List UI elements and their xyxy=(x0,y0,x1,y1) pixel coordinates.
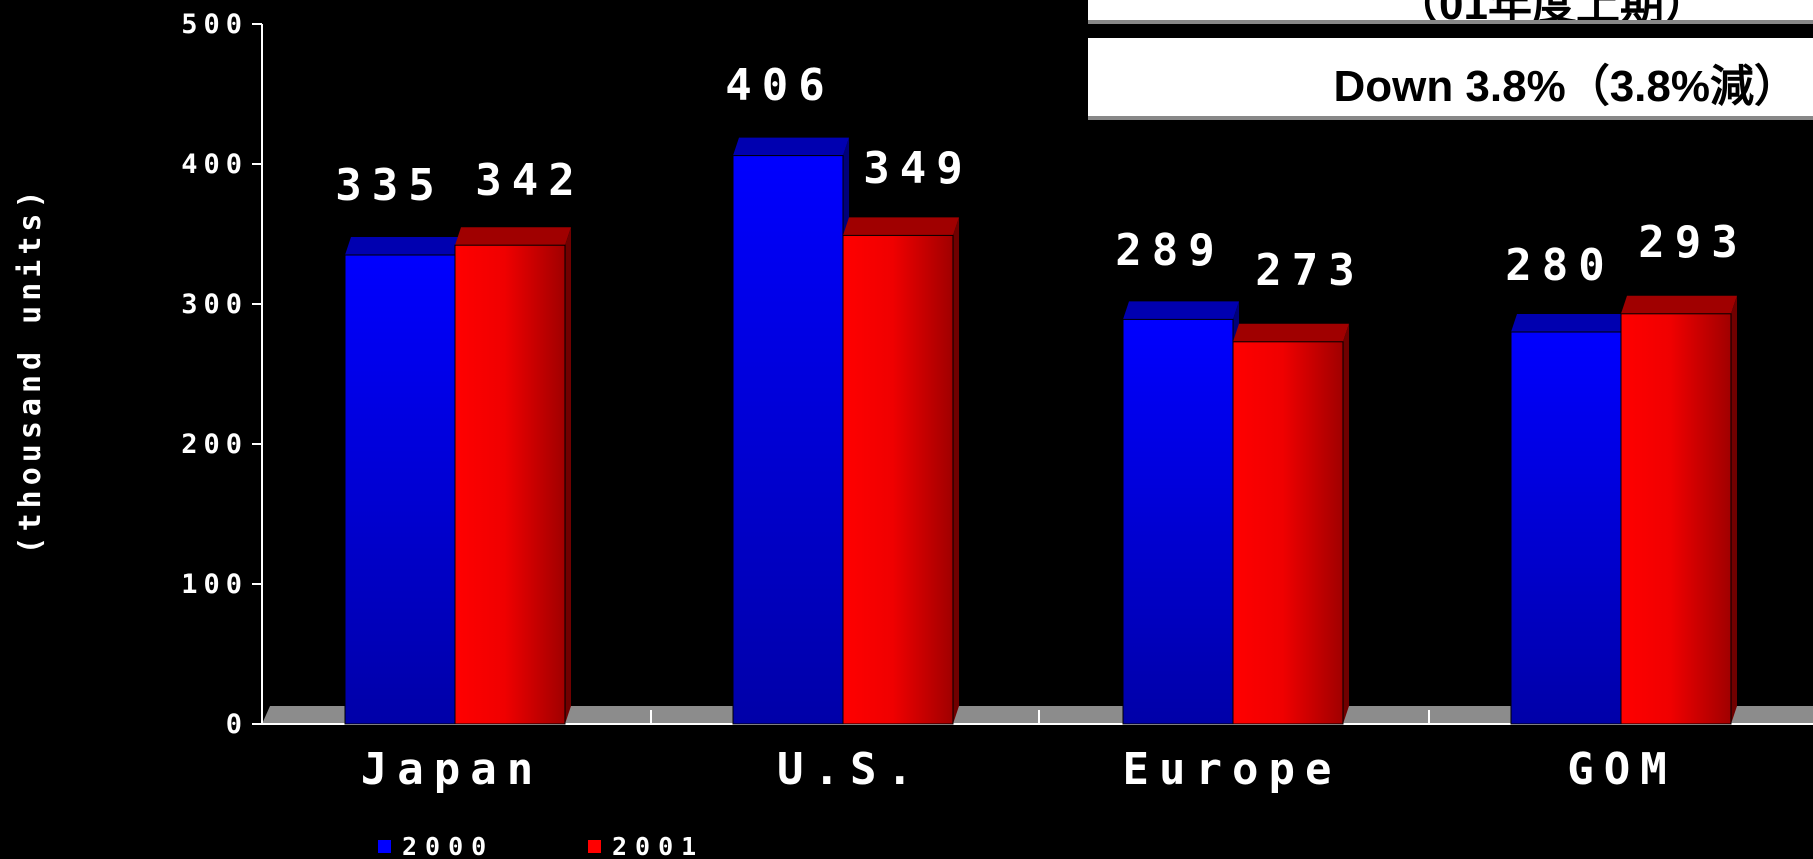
x-tick-label: Japan xyxy=(361,744,543,795)
data-label: 406 xyxy=(725,60,834,111)
y-tick-label: 300 xyxy=(181,289,248,320)
data-label: 280 xyxy=(1505,240,1614,291)
bar-us-2000 xyxy=(732,155,844,725)
data-label: 289 xyxy=(1115,225,1224,276)
change-box: Down 3.8%（3.8%減） xyxy=(1088,38,1813,120)
bar-japan-2000 xyxy=(344,254,456,725)
x-tick-label: GOM xyxy=(1567,744,1676,795)
x-tick-label: Europe xyxy=(1123,744,1342,795)
y-axis-label: (thousand units) xyxy=(13,186,48,555)
x-tick-label: U.S. xyxy=(777,744,923,795)
y-tick-label: 500 xyxy=(181,9,248,40)
bar-japan-2001 xyxy=(454,244,566,725)
bar-top-japan-2001 xyxy=(455,227,571,246)
bar-europe-2001 xyxy=(1232,341,1344,725)
legend-label: 2000 xyxy=(402,832,494,859)
y-tick-label: 100 xyxy=(181,569,248,600)
bar-top-japan-2000 xyxy=(345,237,461,255)
bar-top-us-2001 xyxy=(843,217,959,236)
y-tick-label: 200 xyxy=(181,429,248,460)
legend-label: 2001 xyxy=(612,832,704,859)
bar-top-europe-2000 xyxy=(1123,301,1239,320)
change-text: Down 3.8%（3.8%減） xyxy=(1333,62,1798,111)
y-tick-label: 400 xyxy=(181,149,248,180)
bar-side-us-2001 xyxy=(953,217,959,724)
bar-top-gom-2000 xyxy=(1511,314,1627,332)
legend-swatch xyxy=(588,840,601,853)
data-label: 342 xyxy=(475,155,584,206)
bar-side-gom-2001 xyxy=(1731,295,1737,724)
bar-top-gom-2001 xyxy=(1621,295,1737,314)
bar-gom-2001 xyxy=(1620,313,1732,725)
data-label: 293 xyxy=(1638,217,1747,268)
data-label: 335 xyxy=(335,160,444,211)
bar-top-europe-2001 xyxy=(1233,323,1349,342)
bar-europe-2000 xyxy=(1122,318,1234,725)
bar-top-us-2000 xyxy=(733,137,849,156)
chart-floor xyxy=(262,706,1813,724)
legend-swatch xyxy=(378,840,391,853)
y-tick-label: 0 xyxy=(226,709,248,740)
subtitle-text: （01年度上期） xyxy=(1395,0,1708,20)
data-label: 273 xyxy=(1255,245,1364,296)
data-label: 349 xyxy=(863,143,972,194)
bar-us-2001 xyxy=(842,234,954,725)
subtitle-box: （01年度上期） xyxy=(1088,0,1813,24)
bar-side-europe-2001 xyxy=(1343,323,1349,724)
bar-side-japan-2001 xyxy=(565,227,571,724)
bar-gom-2000 xyxy=(1510,331,1622,725)
